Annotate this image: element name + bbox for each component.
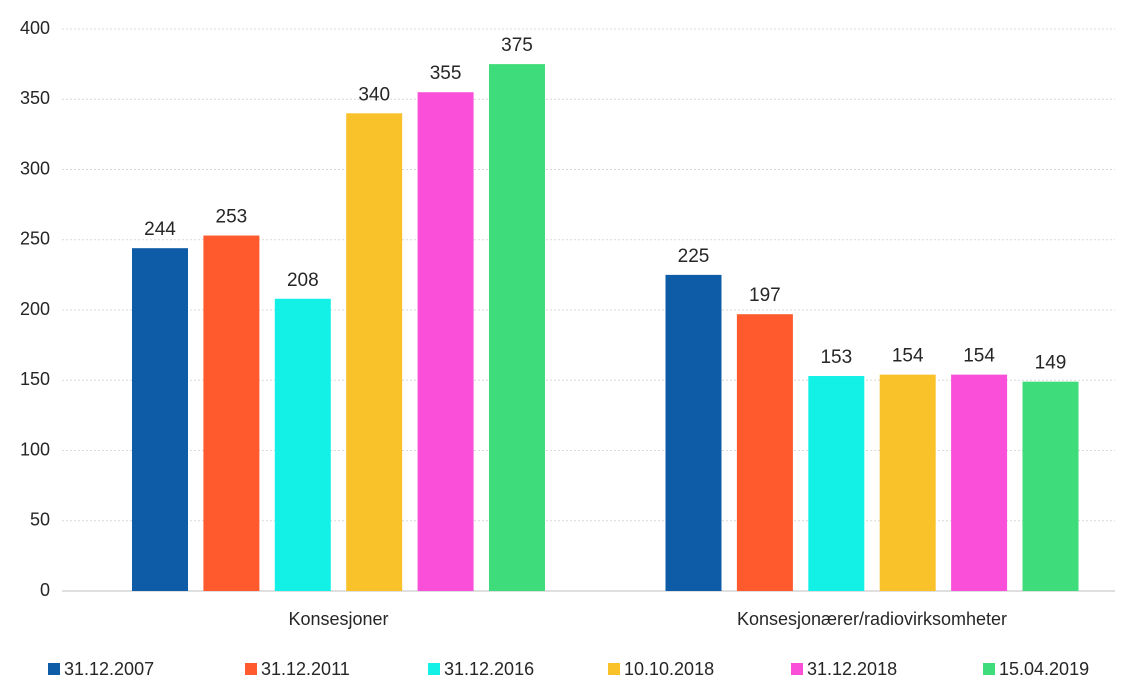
- x-tick-label: Konsesjoner: [288, 609, 388, 629]
- y-tick-label: 350: [20, 88, 50, 108]
- bar: [1022, 381, 1079, 591]
- legend-swatch: [48, 663, 60, 675]
- bar: [736, 314, 793, 591]
- legend-label: 31.12.2007: [64, 659, 154, 679]
- value-label: 208: [287, 270, 319, 291]
- legend-swatch: [245, 663, 257, 675]
- bar: [808, 376, 865, 591]
- value-label: 154: [963, 346, 995, 367]
- value-label: 253: [216, 207, 248, 228]
- value-label: 197: [749, 285, 781, 306]
- legend-swatch: [428, 663, 440, 675]
- bar: [346, 113, 403, 592]
- y-tick-label: 400: [20, 18, 50, 38]
- y-tick-label: 50: [30, 510, 50, 530]
- legend-swatch: [608, 663, 620, 675]
- bar: [417, 92, 474, 591]
- bar: [665, 274, 722, 591]
- bar: [203, 235, 260, 591]
- y-tick-label: 150: [20, 369, 50, 389]
- value-label: 340: [358, 84, 390, 105]
- value-label: 355: [430, 63, 462, 84]
- legend-swatch: [791, 663, 803, 675]
- legend-label: 31.12.2018: [807, 659, 897, 679]
- bar: [879, 374, 936, 591]
- legend-label: 10.10.2018: [624, 659, 714, 679]
- y-tick-label: 0: [40, 580, 50, 600]
- y-tick-label: 100: [20, 439, 50, 459]
- value-label: 244: [144, 219, 176, 240]
- value-label: 149: [1035, 353, 1067, 374]
- y-tick-label: 250: [20, 229, 50, 249]
- x-tick-label: Konsesjonærer/radiovirksomheter: [737, 609, 1007, 629]
- value-label: 153: [820, 347, 852, 368]
- bar: [132, 248, 188, 591]
- legend-swatch: [983, 663, 995, 675]
- bar: [951, 374, 1008, 591]
- bar: [274, 298, 331, 591]
- y-tick-label: 200: [20, 299, 50, 319]
- legend-label: 31.12.2011: [261, 659, 350, 679]
- value-label: 375: [501, 35, 533, 56]
- y-tick-label: 300: [20, 158, 50, 178]
- legend-label: 15.04.2019: [999, 659, 1089, 679]
- legend-label: 31.12.2016: [444, 659, 534, 679]
- bar: [489, 64, 545, 591]
- value-label: 225: [678, 246, 710, 267]
- value-label: 154: [892, 346, 924, 367]
